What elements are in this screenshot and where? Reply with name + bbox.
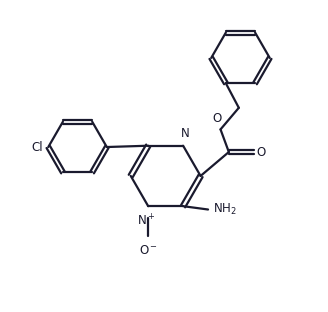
- Text: N$^+$: N$^+$: [137, 213, 156, 228]
- Text: N: N: [180, 127, 189, 140]
- Text: NH$_2$: NH$_2$: [213, 202, 237, 217]
- Text: O: O: [256, 145, 266, 158]
- Text: O: O: [212, 112, 221, 125]
- Text: Cl: Cl: [32, 140, 43, 154]
- Text: O$^-$: O$^-$: [139, 244, 158, 257]
